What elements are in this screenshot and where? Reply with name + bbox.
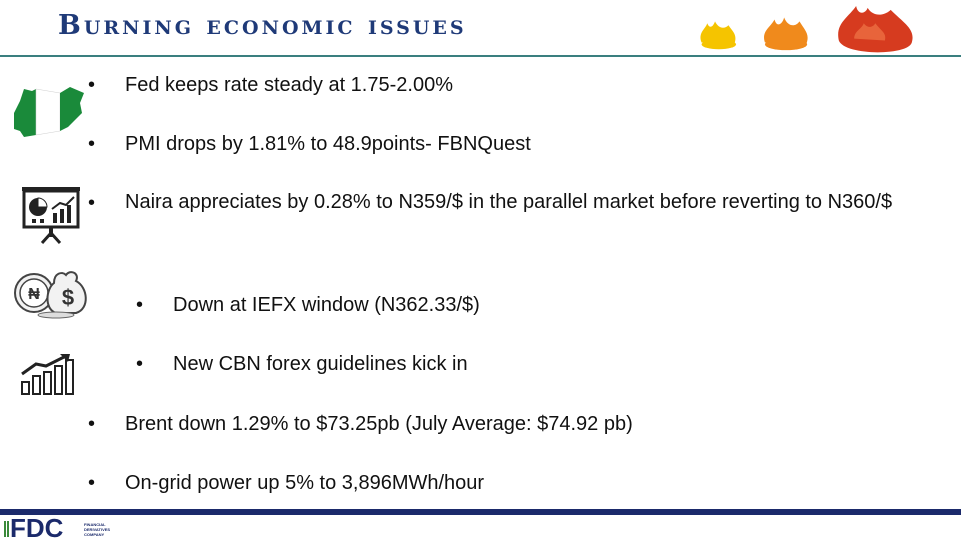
footer-bar bbox=[0, 509, 961, 515]
bullet-marker: • bbox=[88, 192, 96, 214]
naira-dollar-coins-icon: ₦ $ bbox=[14, 271, 87, 319]
bullet-text: PMI drops by 1.81% to 48.9points- FBNQue… bbox=[125, 133, 531, 155]
nigeria-map-icon bbox=[14, 87, 84, 137]
bullet-marker: • bbox=[136, 353, 144, 375]
bullet-marker: • bbox=[136, 294, 144, 316]
bullet-text: On-grid power up 5% to 3,896MWh/hour bbox=[125, 472, 485, 494]
fdc-logo: FDC FINANCIAL DERIVATIVES COMPANY bbox=[4, 517, 110, 539]
bullet-text: Naira appreciates by 0.28% to N359/$ in … bbox=[125, 191, 893, 213]
logo-sub-2: DERIVATIVES bbox=[84, 527, 110, 532]
svg-text:$: $ bbox=[62, 285, 74, 310]
medium-flame-icon bbox=[764, 17, 808, 51]
bullet-text: Down at IEFX window (N362.33/$) bbox=[173, 294, 480, 316]
large-flame-icon bbox=[838, 6, 913, 53]
page-title: Burning economic issues bbox=[58, 10, 467, 41]
logo-text: FDC bbox=[10, 517, 64, 539]
small-flame-icon bbox=[700, 21, 737, 50]
bullet-marker: • bbox=[88, 74, 96, 96]
presentation-chart-icon bbox=[22, 187, 80, 245]
logo-sub-1: FINANCIAL bbox=[84, 522, 106, 527]
growth-chart-icon bbox=[21, 354, 74, 395]
bullet-text: Brent down 1.29% to $73.25pb (July Avera… bbox=[125, 413, 633, 435]
bullet-text: New CBN forex guidelines kick in bbox=[173, 353, 468, 375]
flame-icons bbox=[700, 6, 913, 53]
bullet-marker: • bbox=[88, 472, 96, 494]
svg-text:₦: ₦ bbox=[28, 286, 40, 303]
bullet-marker: • bbox=[88, 413, 96, 435]
title-divider bbox=[0, 55, 961, 57]
logo-sub-3: COMPANY bbox=[84, 532, 104, 537]
bullet-text: Fed keeps rate steady at 1.75-2.00% bbox=[125, 74, 453, 96]
bullet-marker: • bbox=[88, 133, 96, 155]
